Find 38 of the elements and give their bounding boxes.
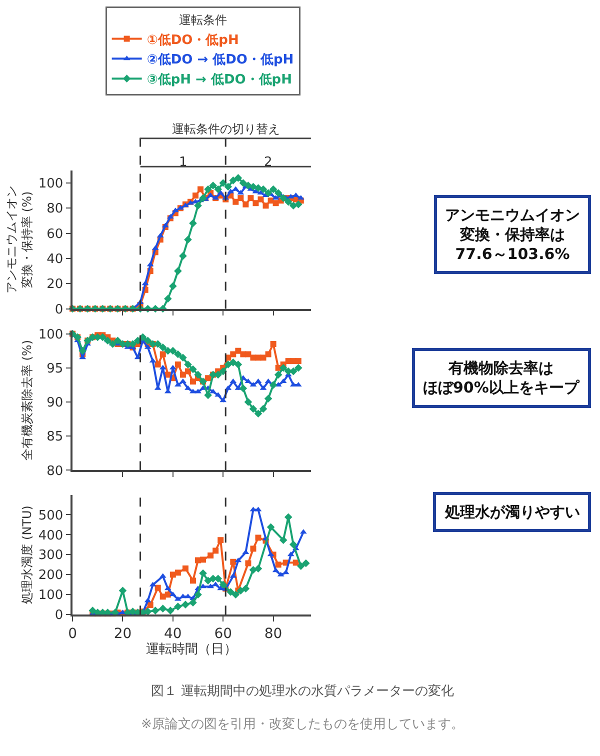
x-axis-title: 運転時間（日） xyxy=(146,642,238,658)
text: 2 xyxy=(264,155,272,170)
legend-label: ③低pH → 低DO・低pH xyxy=(146,72,292,88)
y-tick-label: 60 xyxy=(46,226,64,242)
text: 処理水が濁りやすい xyxy=(444,503,580,521)
text: ※原論文の図を引用・改変したものを使用しています。 xyxy=(141,716,464,732)
y-tick-label: 0 xyxy=(54,608,64,624)
legend-label: ①低DO・低pH xyxy=(146,32,239,48)
y-axis-title: アンモニウムイオン変換・保持率 (%) xyxy=(4,186,34,294)
y-tick-label: 100 xyxy=(38,176,64,192)
text: 1 xyxy=(179,155,188,170)
y-tick-label: 400 xyxy=(38,528,64,544)
y-tick-label: 85 xyxy=(46,430,64,445)
y-tick-label: 80 xyxy=(46,202,64,217)
x-tick-label: 20 xyxy=(114,626,132,642)
y-tick-label: 300 xyxy=(38,548,64,564)
y-axis-title: 処理水濁度 (NTU) xyxy=(20,506,34,604)
legend-title: 運転条件 xyxy=(178,12,227,27)
x-tick-label: 60 xyxy=(214,626,232,642)
x-tick-label: 40 xyxy=(164,626,182,642)
y-tick-label: 80 xyxy=(46,464,64,479)
y-tick-label: 95 xyxy=(46,361,64,376)
y-tick-label: 20 xyxy=(46,277,64,292)
y-tick-label: 40 xyxy=(46,252,64,268)
text: アンモニウムイオン変換・保持率は77.6～103.6% xyxy=(445,206,580,263)
y-tick-label: 200 xyxy=(38,568,64,584)
y-tick-label: 0 xyxy=(54,302,64,318)
caption: 図１ 運転期間中の処理水の水質パラメーターの変化 xyxy=(151,683,454,699)
y-axis-title: 全有機炭素除去率 (%) xyxy=(20,340,34,461)
text: 運転条件の切り替え xyxy=(172,122,280,136)
y-tick-label: 100 xyxy=(38,588,64,604)
legend-label: ②低DO → 低DO・低pH xyxy=(146,52,294,68)
x-tick-label: 0 xyxy=(68,626,77,642)
y-tick-label: 90 xyxy=(46,396,64,411)
text: 有機物除去率はほぼ90%以上をキープ xyxy=(423,359,580,396)
x-tick-label: 80 xyxy=(264,626,282,642)
y-tick-label: 100 xyxy=(38,327,64,342)
y-tick-label: 500 xyxy=(38,508,64,524)
